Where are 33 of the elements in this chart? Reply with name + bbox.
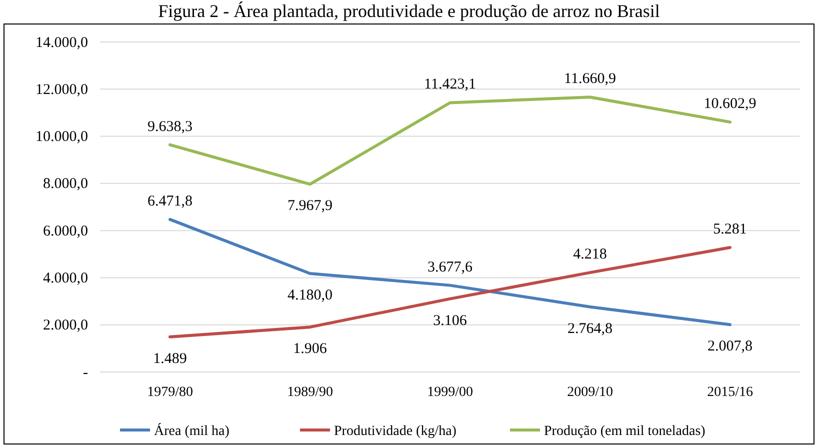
legend-label: Área (mil ha) bbox=[154, 422, 230, 439]
data-label: 3.677,6 bbox=[428, 259, 473, 276]
x-tick-label: 2015/16 bbox=[707, 384, 753, 400]
data-label: 11.660,9 bbox=[564, 71, 616, 88]
data-label: 5.281 bbox=[713, 222, 747, 238]
data-label: 6.471,8 bbox=[148, 193, 192, 210]
chart-title: Figura 2 - Área plantada, produtividade e produção de arroz no Brasil bbox=[158, 1, 660, 21]
data-label: 10.602,9 bbox=[704, 96, 756, 112]
data-label: 2.007,8 bbox=[708, 338, 752, 355]
y-tick-label: 10.000,0 bbox=[36, 129, 88, 146]
data-label: 7.967,9 bbox=[288, 198, 332, 214]
data-label: 3.106 bbox=[433, 312, 468, 329]
legend-label: Produção (em mil toneladas) bbox=[544, 424, 706, 439]
data-label: 4.218 bbox=[573, 246, 607, 263]
y-tick-label: 2.000,0 bbox=[43, 318, 88, 334]
x-tick-label: 1989/90 bbox=[287, 384, 333, 400]
data-label: 1.489 bbox=[153, 350, 187, 367]
y-tick-label: 4.000,0 bbox=[43, 270, 88, 287]
line-series bbox=[168, 246, 732, 338]
data-label: 2.764,8 bbox=[568, 320, 612, 337]
data-label: 9.638,3 bbox=[148, 118, 192, 135]
y-tick-label: 14.000,0 bbox=[36, 34, 88, 51]
y-tick-label: 12.000,0 bbox=[36, 82, 88, 98]
data-label: 4.180,0 bbox=[288, 287, 332, 304]
x-tick-label: 1979/80 bbox=[147, 384, 193, 400]
data-label: 1.906 bbox=[293, 341, 328, 358]
y-tick-label: 8.000,0 bbox=[43, 176, 88, 192]
data-label: 11.423,1 bbox=[424, 76, 476, 93]
y-tick-label: 6.000,0 bbox=[43, 223, 88, 240]
x-tick-label: 2009/10 bbox=[567, 384, 613, 400]
y-tick-label: - bbox=[83, 364, 88, 381]
x-tick-label: 1999/00 bbox=[427, 384, 473, 400]
legend-label: Produtividade (kg/ha) bbox=[334, 424, 457, 439]
